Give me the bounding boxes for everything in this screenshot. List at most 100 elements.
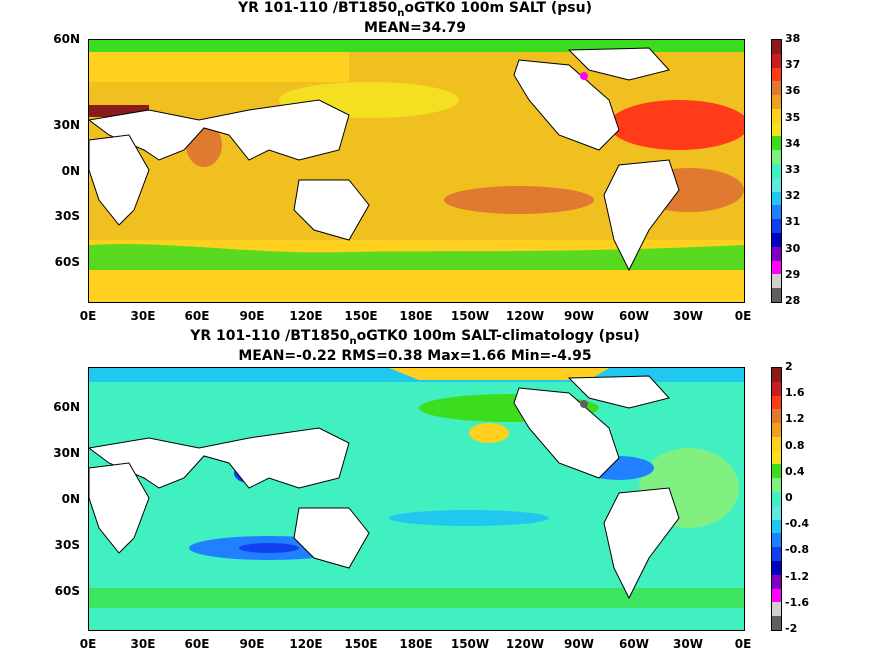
panel2-lon-label: 90W [564,637,594,651]
panel2-title: YR 101-110 /BT1850noGTK0 100m SALT-clima… [190,328,640,347]
panel1-lat-label: 60N [53,32,80,46]
colorbar-label: 36 [785,84,801,98]
panel1-lon-label: 30W [673,309,703,323]
panel1-lon-label: 90E [239,309,265,323]
colorbar-segment [772,136,781,151]
colorbar-segment [772,246,781,261]
colorbar-segment [772,505,781,520]
colorbar-label: 1.2 [785,412,805,426]
colorbar-segment [772,191,781,206]
colorbar-segment [772,616,781,630]
panel1-stats: MEAN=34.79 [363,20,467,36]
panel1-lon-label: 0E [79,309,97,323]
panel2-lat-label: 30S [54,538,80,552]
panel2-lon-label: 120W [505,637,545,651]
colorbar-segment [772,150,781,165]
colorbar-segment [772,464,781,479]
panel2-lon-label: 0E [79,637,97,651]
colorbar-label: 34 [785,136,801,150]
colorbar-label: 32 [785,189,801,203]
panel2-lon-label: 30E [130,637,156,651]
colorbar-segment [772,602,781,617]
panel2-salinity-anomaly-map [88,367,745,631]
colorbar-segment [772,560,781,575]
colorbar-label: -0.4 [785,517,810,531]
colorbar-label: -1.2 [785,569,810,583]
colorbar-segment [772,164,781,178]
colorbar-label: 33 [785,163,801,176]
panel2-colorbar [771,367,782,631]
colorbar-segment [772,177,781,192]
colorbar-label: 38 [785,32,801,45]
panel2-lon-label: 0E [734,637,752,651]
colorbar-segment [772,260,781,275]
panel1-lat-label: 60S [54,255,80,269]
panel2-lat-label: 0N [61,492,80,506]
colorbar-label: 1.6 [785,386,805,400]
colorbar-segment [772,547,781,561]
colorbar-segment [772,288,781,302]
colorbar-segment [772,40,781,54]
panel1-lon-label: 30E [130,309,156,323]
colorbar-label: 28 [785,294,801,307]
colorbar-segment [772,450,781,465]
colorbar-segment [772,368,781,382]
colorbar-label: -2 [785,622,798,635]
colorbar-segment [772,588,781,603]
colorbar-label: 29 [785,267,801,281]
panel2-lon-label: 180E [399,637,433,651]
panel1-lon-label: 120E [289,309,323,323]
panel1-lat-label: 30S [54,209,80,223]
panel2-lon-label: 150E [344,637,378,651]
panel1-salinity-map [88,39,745,303]
panel2-lon-label: 60W [619,637,649,651]
colorbar-label: 0 [785,491,793,504]
colorbar-segment [772,574,781,589]
panel2-lon-label: 90E [239,637,265,651]
colorbar-label: 0.4 [785,464,805,478]
colorbar-segment [772,219,781,233]
panel2-lat-label: 30N [53,446,80,460]
panel1-title: YR 101-110 /BT1850noGTK0 100m SALT (psu) [238,0,592,19]
colorbar-segment [772,423,781,437]
colorbar-segment [772,205,781,220]
panel2-stats: MEAN=-0.22 RMS=0.38 Max=1.66 Min=-4.95 [238,348,592,364]
colorbar-segment [772,381,781,396]
colorbar-label: 2 [785,360,793,373]
colorbar-segment [772,81,781,96]
panel2-lon-label: 120E [289,637,323,651]
panel1-lon-label: 120W [505,309,545,323]
colorbar-label: 37 [785,58,801,72]
panel1-lon-label: 0E [734,309,752,323]
colorbar-segment [772,409,781,424]
colorbar-segment [772,108,781,123]
panel1-lon-label: 60W [619,309,649,323]
panel1-lon-label: 150E [344,309,378,323]
colorbar-segment [772,122,781,137]
panel1-lat-label: 30N [53,118,80,132]
panel1-lon-label: 180E [399,309,433,323]
panel2-lon-label: 60E [184,637,210,651]
panel1-colorbar [771,39,782,303]
colorbar-segment [772,395,781,410]
colorbar-label: 35 [785,110,801,124]
colorbar-segment [772,533,781,548]
colorbar-segment [772,95,781,109]
colorbar-segment [772,436,781,451]
colorbar-segment [772,274,781,289]
panel1-lat-label: 0N [61,164,80,178]
colorbar-label: 30 [785,241,801,255]
colorbar-label: -1.6 [785,595,810,609]
panel1-lon-label: 150W [450,309,490,323]
panel2-lat-label: 60N [53,400,80,414]
colorbar-segment [772,478,781,493]
colorbar-label: -0.8 [785,543,810,557]
panel2-lat-label: 60S [54,584,80,598]
colorbar-label: 0.8 [785,438,805,452]
panel1-lon-label: 90W [564,309,594,323]
colorbar-segment [772,492,781,506]
panel2-lon-label: 150W [450,637,490,651]
colorbar-segment [772,53,781,68]
colorbar-segment [772,67,781,82]
colorbar-segment [772,519,781,534]
